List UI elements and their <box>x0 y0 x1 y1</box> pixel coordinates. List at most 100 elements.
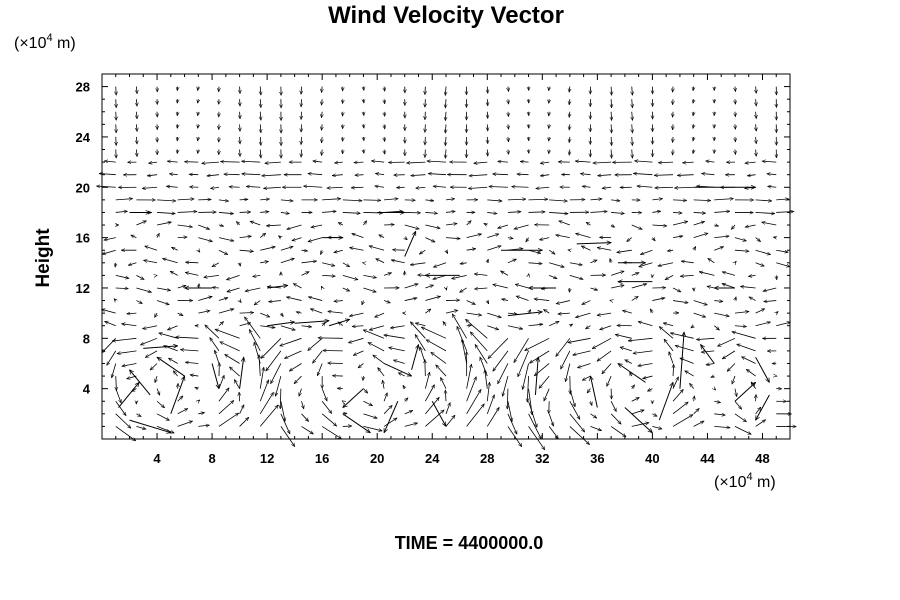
wind-vector <box>280 413 291 434</box>
wind-vector <box>177 199 194 200</box>
wind-vector <box>520 161 529 162</box>
wind-vector <box>260 199 269 200</box>
wind-vector <box>322 199 341 200</box>
wind-vector <box>264 187 281 188</box>
x-tick-label: 48 <box>755 451 769 466</box>
wind-vector <box>149 162 158 163</box>
wind-vector <box>317 363 323 375</box>
wind-vector <box>679 332 684 389</box>
wind-vector <box>425 212 437 213</box>
wind-vector <box>528 199 548 200</box>
wind-vector <box>140 337 158 345</box>
wind-vector <box>352 233 364 238</box>
wind-vector <box>156 388 160 396</box>
wind-vector <box>260 99 261 107</box>
wind-vector <box>334 249 343 252</box>
wind-vector <box>631 423 649 427</box>
wind-vector <box>658 162 674 163</box>
wind-vector <box>632 86 633 96</box>
wind-vector <box>508 124 509 129</box>
wind-vector <box>486 407 499 427</box>
x-tick-label: 24 <box>425 451 440 466</box>
wind-vector <box>581 245 591 251</box>
wind-vector <box>363 388 367 393</box>
wind-vector <box>431 352 447 364</box>
wind-vector <box>673 364 674 377</box>
wind-vector <box>363 413 377 418</box>
wind-vector <box>569 99 570 105</box>
wind-vector <box>342 413 371 433</box>
wind-vector <box>756 149 757 157</box>
wind-vector <box>173 371 178 377</box>
wind-vector <box>308 297 323 301</box>
wind-vector <box>493 350 509 371</box>
wind-vector <box>212 262 220 267</box>
wind-vector <box>528 426 545 449</box>
wind-vector <box>445 224 457 226</box>
wind-vector <box>115 388 121 403</box>
x-tick-label: 16 <box>315 451 329 466</box>
wind-vector <box>236 222 239 226</box>
wind-vector <box>569 86 570 93</box>
y-unit-exponent: 4 <box>46 32 52 44</box>
wind-vector <box>734 311 749 313</box>
wind-vector <box>632 149 633 159</box>
wind-vector <box>540 162 550 163</box>
wind-vector <box>107 350 117 365</box>
wind-vector <box>592 337 612 349</box>
wind-vector <box>762 222 777 226</box>
wind-vector <box>507 401 512 421</box>
wind-vector <box>202 162 219 163</box>
wind-vector <box>474 288 488 289</box>
wind-vector <box>260 149 261 158</box>
wind-vector <box>419 249 426 254</box>
wind-vector <box>702 173 715 174</box>
wind-vector <box>136 124 137 131</box>
wind-vector <box>198 425 209 426</box>
wind-vector <box>632 111 633 121</box>
wind-vector <box>523 363 529 389</box>
wind-vector <box>681 261 694 263</box>
wind-vector <box>122 363 137 366</box>
wind-vector <box>384 335 405 339</box>
wind-vector <box>693 420 704 427</box>
wind-vector <box>487 200 502 201</box>
wind-vector <box>445 136 446 146</box>
wind-vector <box>706 363 715 364</box>
wind-vector <box>229 187 240 188</box>
wind-vector <box>426 339 447 352</box>
wind-vector <box>625 359 632 364</box>
wind-vector <box>384 149 385 155</box>
wind-vector <box>573 350 591 355</box>
wind-vector <box>577 363 591 367</box>
wind-vector <box>112 337 137 341</box>
wind-vector <box>756 86 757 94</box>
wind-vector <box>375 173 385 174</box>
wind-vector <box>756 124 757 131</box>
wind-vector <box>404 410 413 415</box>
wind-vector <box>128 262 137 265</box>
wind-vector <box>749 296 756 301</box>
wind-vector <box>767 174 777 175</box>
wind-vector <box>260 312 270 317</box>
wind-vector <box>218 322 224 327</box>
wind-vector <box>764 301 777 302</box>
wind-vector <box>507 413 518 434</box>
y-axis-label: Height <box>33 228 54 288</box>
wind-vector <box>672 389 683 402</box>
wind-vector <box>776 199 789 200</box>
wind-vector <box>215 350 220 364</box>
wind-vector <box>267 285 288 289</box>
wind-vector <box>218 212 234 213</box>
wind-vector <box>516 296 529 301</box>
wind-vector <box>308 237 323 242</box>
wind-vector <box>218 375 224 389</box>
wind-vector <box>383 393 387 402</box>
y-tick-label: 28 <box>76 80 90 95</box>
wind-vector <box>727 363 736 371</box>
wind-vector <box>167 325 178 330</box>
wind-vector <box>204 274 220 277</box>
wind-vector <box>734 426 751 435</box>
wind-vector <box>352 326 364 327</box>
